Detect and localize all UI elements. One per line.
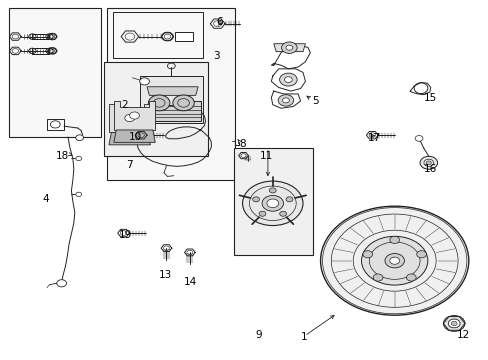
Polygon shape <box>140 76 203 123</box>
Text: 16: 16 <box>423 164 436 174</box>
Bar <box>233 148 312 255</box>
Circle shape <box>285 197 292 202</box>
Circle shape <box>262 195 283 211</box>
Polygon shape <box>47 119 64 130</box>
Circle shape <box>279 73 297 86</box>
Bar <box>104 62 207 156</box>
Circle shape <box>278 95 293 106</box>
Circle shape <box>266 199 278 208</box>
Text: 6: 6 <box>216 17 223 27</box>
Text: 14: 14 <box>184 277 197 287</box>
Circle shape <box>282 98 289 103</box>
Circle shape <box>76 135 83 140</box>
Polygon shape <box>147 87 198 95</box>
Circle shape <box>419 156 437 169</box>
Circle shape <box>406 274 415 281</box>
Circle shape <box>414 135 422 141</box>
Text: 15: 15 <box>423 93 436 103</box>
Text: 13: 13 <box>159 270 172 280</box>
Text: 18: 18 <box>56 150 69 161</box>
Text: 10: 10 <box>129 132 142 142</box>
Bar <box>175 32 193 41</box>
Text: 9: 9 <box>255 330 262 340</box>
Text: 7: 7 <box>126 160 133 170</box>
Text: 3: 3 <box>212 51 219 61</box>
Circle shape <box>450 321 456 325</box>
Text: 5: 5 <box>311 96 318 106</box>
Polygon shape <box>144 101 200 121</box>
Circle shape <box>140 78 149 85</box>
Bar <box>9 8 101 137</box>
Circle shape <box>172 95 194 111</box>
Bar <box>107 8 234 180</box>
Bar <box>32 48 49 54</box>
Text: 11: 11 <box>259 151 272 161</box>
Circle shape <box>259 211 265 216</box>
Circle shape <box>285 45 292 50</box>
Polygon shape <box>109 104 150 132</box>
Text: 8: 8 <box>239 139 246 149</box>
Text: 4: 4 <box>42 194 49 204</box>
Circle shape <box>320 206 468 315</box>
Text: 19: 19 <box>119 230 132 240</box>
Text: 12: 12 <box>456 330 469 340</box>
Circle shape <box>416 251 426 258</box>
Circle shape <box>361 236 427 285</box>
Circle shape <box>384 253 404 268</box>
Circle shape <box>124 114 134 122</box>
Circle shape <box>362 251 372 258</box>
Circle shape <box>281 42 297 53</box>
Circle shape <box>76 192 81 197</box>
Text: 2: 2 <box>121 100 127 110</box>
Circle shape <box>284 77 292 82</box>
Circle shape <box>129 112 139 119</box>
Circle shape <box>50 121 60 128</box>
Polygon shape <box>109 132 150 145</box>
Circle shape <box>242 181 303 226</box>
Circle shape <box>252 197 259 202</box>
Bar <box>32 34 49 39</box>
Text: 17: 17 <box>366 133 380 143</box>
Circle shape <box>372 274 382 281</box>
Text: 1: 1 <box>301 332 307 342</box>
Circle shape <box>148 95 169 111</box>
Circle shape <box>389 257 399 264</box>
Polygon shape <box>114 130 155 142</box>
Bar <box>113 12 203 58</box>
Circle shape <box>447 319 459 328</box>
Circle shape <box>279 211 286 216</box>
Circle shape <box>426 161 430 165</box>
Circle shape <box>57 280 66 287</box>
Polygon shape <box>114 101 155 130</box>
Circle shape <box>269 188 276 193</box>
Circle shape <box>389 236 399 243</box>
Circle shape <box>443 316 464 331</box>
Circle shape <box>76 156 81 161</box>
Polygon shape <box>273 44 305 51</box>
